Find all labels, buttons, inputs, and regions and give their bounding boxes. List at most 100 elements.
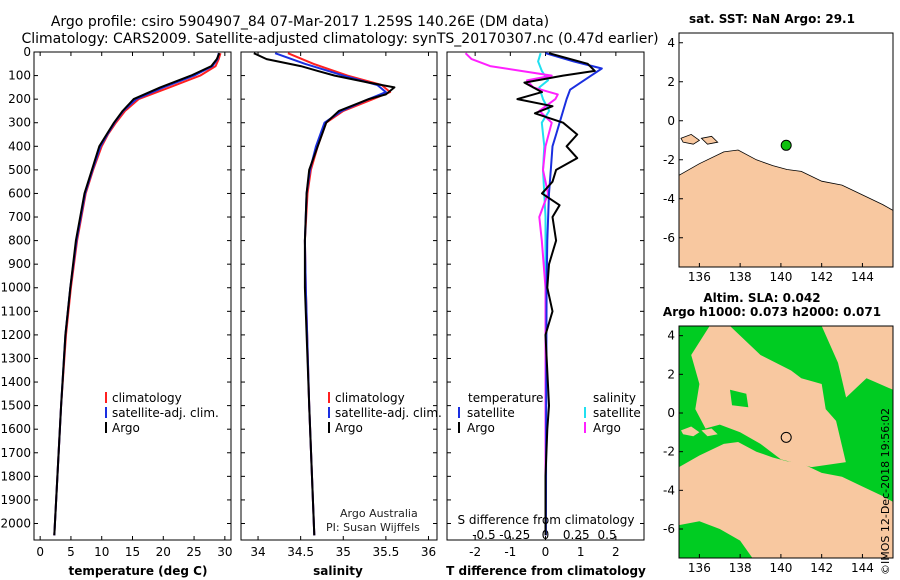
high-sla-region — [730, 389, 749, 408]
title-line-2: Climatology: CARS2009. Satellite-adjuste… — [21, 31, 658, 47]
xtick-label: -2 — [469, 545, 481, 559]
legend-label: climatology — [335, 391, 405, 405]
legend-title-temperature: temperature — [468, 391, 543, 405]
legend-label: satellite-adj. clim. — [112, 406, 219, 420]
ytick-label: 600 — [8, 186, 31, 200]
ytick-label: 700 — [8, 210, 31, 224]
low-sla-region — [821, 326, 893, 398]
temperature-panel: 0100200300400500600700800900100011001200… — [0, 45, 232, 559]
ytick-label: 0 — [667, 406, 675, 420]
map-content — [679, 133, 893, 267]
xtick-label: 138 — [729, 561, 752, 575]
legend-label: satellite-adj. clim. — [335, 406, 442, 420]
land-new-guinea — [679, 442, 893, 558]
xtick-label: 35 — [336, 545, 351, 559]
sst-map-panel: 136 138 140 142 144 4 2 0 -2 -4 -6 — [663, 32, 894, 284]
s-tick-label: -0.5 — [472, 528, 495, 542]
ytick-label: 2000 — [0, 516, 31, 530]
xtick-label: 5 — [67, 545, 75, 559]
title-line-1: Argo profile: csiro 5904907_84 07-Mar-20… — [51, 14, 549, 30]
sla-map-panel: 136 138 140 142 144 4 2 0 -2 -4 -6 — [663, 325, 894, 575]
ytick-label: 1000 — [0, 281, 31, 295]
legend-label: Argo — [467, 421, 495, 435]
legend-label: satellite — [593, 406, 641, 420]
ytick-label: -4 — [663, 192, 675, 206]
xtick-label: 20 — [156, 545, 171, 559]
xtick-label: 10 — [94, 545, 109, 559]
land-island — [681, 426, 700, 437]
xtick-label: 140 — [769, 561, 792, 575]
s-tick-label: 0.5 — [598, 528, 617, 542]
s-difference-label: S difference from climatology — [458, 513, 635, 527]
sla-map-title-1: Altim. SLA: 0.042 — [703, 291, 820, 305]
ytick-label: -2 — [663, 445, 675, 459]
ytick-label: 400 — [8, 139, 31, 153]
ytick-label: 1500 — [0, 399, 31, 413]
ytick-label: -6 — [663, 231, 675, 245]
plot-frame — [33, 51, 232, 541]
ytick-label: -6 — [663, 522, 675, 536]
ytick-label: 500 — [8, 163, 31, 177]
ytick-label: 200 — [8, 92, 31, 106]
imos-timestamp: ©IMOS 12-Dec-2018 19:56:02 — [879, 408, 892, 575]
high-sla-region — [679, 521, 753, 558]
argo-location-marker — [780, 139, 792, 151]
legend-label: Argo — [335, 421, 363, 435]
ytick-label: 300 — [8, 116, 31, 130]
ytick-label: 1300 — [0, 351, 31, 365]
xtick-label: 144 — [851, 270, 874, 284]
land-new-guinea — [679, 149, 893, 267]
xtick-label: 142 — [810, 561, 833, 575]
ytick-label: 100 — [8, 69, 31, 83]
sla-map-title-2: Argo h1000: 0.073 h2000: 0.071 — [663, 305, 881, 319]
xtick-label: 0 — [542, 545, 550, 559]
xtick-label: 34.5 — [287, 545, 314, 559]
xtick-label: 144 — [851, 561, 874, 575]
land-island — [680, 133, 701, 145]
map-frame — [678, 32, 894, 268]
xtick-label: 138 — [729, 270, 752, 284]
temperature-line-2 — [53, 52, 221, 536]
ytick-label: 1600 — [0, 422, 31, 436]
ytick-label: 1400 — [0, 375, 31, 389]
xtick-label: 25 — [186, 545, 201, 559]
low-sla-region — [691, 326, 853, 468]
ytick-label: 4 — [667, 329, 675, 343]
map-frame — [678, 325, 894, 559]
s-tick-label: -0.25 — [499, 528, 530, 542]
salinity-xlabel: salinity — [313, 564, 363, 578]
ytick-label: 1900 — [0, 493, 31, 507]
difference-xlabel: T difference from climatology — [446, 564, 646, 578]
ytick-label: -2 — [663, 153, 675, 167]
map-content — [679, 326, 893, 558]
legend-label: Argo — [593, 421, 621, 435]
xtick-label: 142 — [810, 270, 833, 284]
annotation-line-2: PI: Susan Wijffels — [326, 521, 420, 534]
ytick-label: -4 — [663, 483, 675, 497]
ytick-label: 1100 — [0, 304, 31, 318]
temperature-xlabel: temperature (deg C) — [69, 564, 208, 578]
ytick-label: 1200 — [0, 328, 31, 342]
sst-map-title: sat. SST: NaN Argo: 29.1 — [689, 12, 855, 26]
legend-label: climatology — [112, 391, 182, 405]
annotation-line-1: Argo Australia — [340, 507, 418, 520]
legend-title-salinity: salinity — [593, 391, 636, 405]
ytick-label: 2 — [667, 75, 675, 89]
ytick-label: 2 — [667, 367, 675, 381]
plot-frame — [240, 51, 438, 541]
xtick-label: 2 — [612, 545, 620, 559]
xtick-label: 34 — [250, 545, 265, 559]
difference-line-t-argo — [516, 52, 596, 536]
xtick-label: 1 — [577, 545, 585, 559]
xtick-label: 15 — [125, 545, 140, 559]
legend-label: Argo — [112, 421, 140, 435]
xtick-label: 30 — [217, 545, 232, 559]
xtick-label: 140 — [769, 270, 792, 284]
difference-line-t-satellite — [544, 52, 603, 536]
ytick-label: 1800 — [0, 469, 31, 483]
ytick-label: 900 — [8, 257, 31, 271]
legend-label: satellite — [467, 406, 515, 420]
xtick-label: 35.5 — [373, 545, 400, 559]
xtick-label: 0 — [36, 545, 44, 559]
